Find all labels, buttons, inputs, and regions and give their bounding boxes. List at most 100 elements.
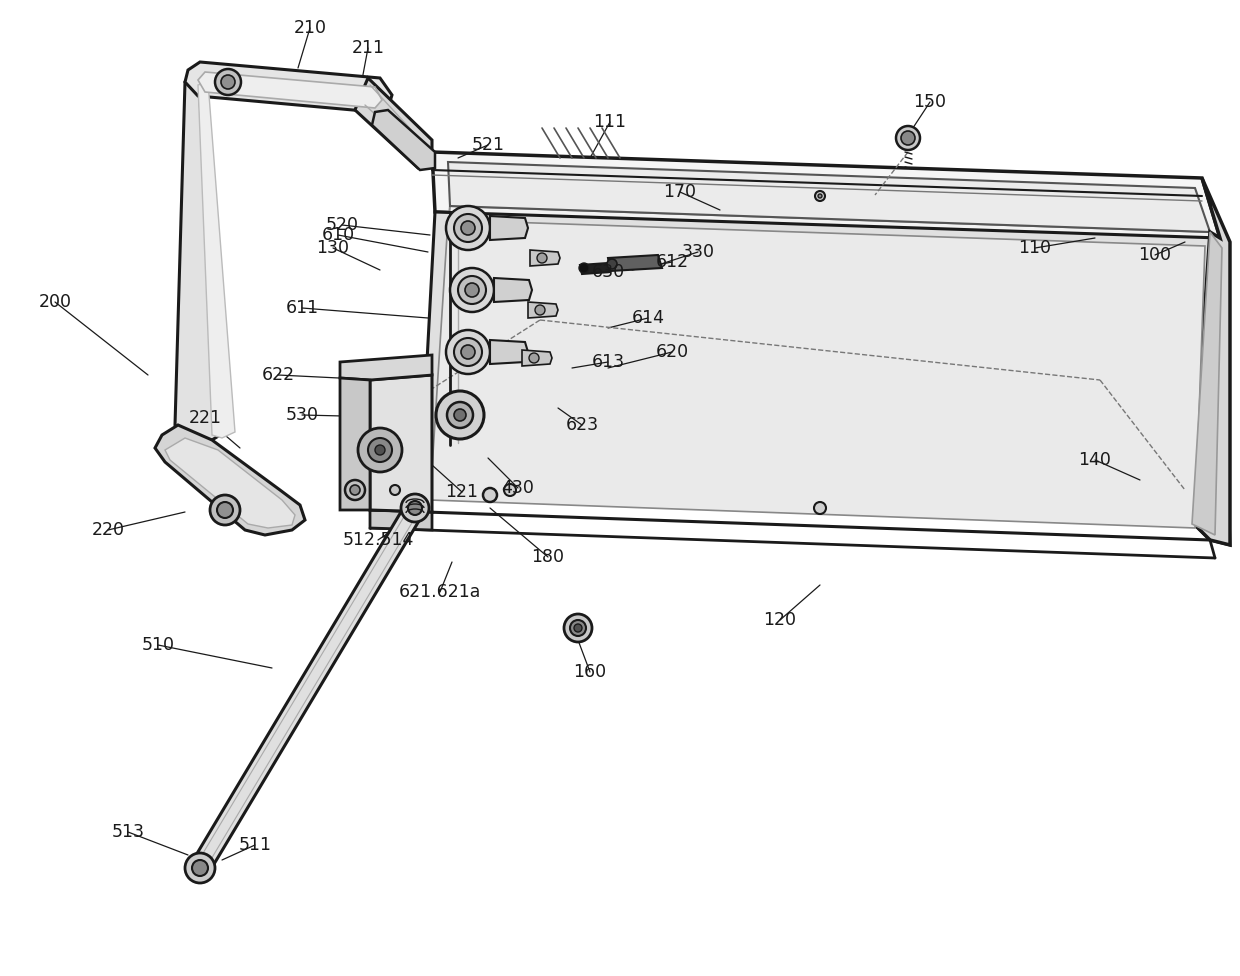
Circle shape [358, 428, 402, 472]
Circle shape [564, 614, 591, 642]
Polygon shape [370, 375, 432, 512]
Circle shape [534, 305, 546, 315]
Polygon shape [432, 152, 1220, 238]
Text: 170: 170 [663, 183, 697, 201]
Polygon shape [155, 425, 305, 535]
Circle shape [350, 485, 360, 495]
Text: 211: 211 [351, 39, 384, 57]
Circle shape [391, 485, 401, 495]
Polygon shape [522, 350, 552, 366]
Text: 140: 140 [1079, 451, 1111, 469]
Polygon shape [430, 220, 1205, 528]
Polygon shape [608, 255, 662, 271]
Text: 620: 620 [656, 343, 688, 361]
Circle shape [608, 259, 618, 269]
Text: 160: 160 [573, 663, 606, 681]
Circle shape [436, 391, 484, 439]
Circle shape [454, 214, 482, 242]
Text: 621.621a: 621.621a [399, 583, 481, 601]
Text: 623: 623 [565, 416, 599, 434]
Text: 611: 611 [285, 299, 319, 317]
Circle shape [374, 445, 384, 455]
Circle shape [217, 502, 233, 518]
Circle shape [897, 126, 920, 150]
Circle shape [446, 402, 472, 428]
Circle shape [570, 620, 587, 636]
Polygon shape [1190, 178, 1230, 545]
Text: 330: 330 [682, 243, 714, 261]
Text: 150: 150 [914, 93, 946, 111]
Text: 100: 100 [1138, 246, 1172, 264]
Text: 610: 610 [321, 226, 355, 244]
Polygon shape [490, 340, 528, 364]
Circle shape [446, 206, 490, 250]
Circle shape [818, 194, 822, 198]
Polygon shape [580, 263, 610, 274]
Circle shape [529, 353, 539, 363]
Text: 520: 520 [325, 216, 358, 234]
Circle shape [484, 488, 497, 502]
Text: 511: 511 [238, 836, 272, 854]
Polygon shape [420, 206, 1210, 520]
Circle shape [401, 494, 429, 522]
Polygon shape [494, 278, 532, 302]
Text: 220: 220 [92, 521, 124, 539]
Text: 530: 530 [285, 406, 319, 424]
Text: 180: 180 [532, 548, 564, 566]
Text: 612: 612 [656, 253, 688, 271]
Polygon shape [165, 438, 295, 528]
Circle shape [454, 338, 482, 366]
Polygon shape [372, 110, 435, 170]
Text: 622: 622 [262, 366, 295, 384]
Text: 130: 130 [316, 239, 350, 257]
Circle shape [368, 438, 392, 462]
Text: 430: 430 [501, 479, 534, 497]
Circle shape [579, 263, 589, 273]
Circle shape [813, 502, 826, 514]
Polygon shape [370, 492, 432, 512]
Circle shape [408, 501, 422, 515]
Circle shape [458, 276, 486, 304]
Text: 210: 210 [294, 19, 326, 37]
Circle shape [574, 624, 582, 632]
Circle shape [185, 853, 215, 883]
Text: 200: 200 [38, 293, 72, 311]
Polygon shape [191, 503, 424, 874]
Circle shape [465, 283, 479, 297]
Circle shape [454, 409, 466, 421]
Circle shape [210, 495, 241, 525]
Text: 614: 614 [631, 309, 665, 327]
Circle shape [192, 860, 208, 876]
Text: 221: 221 [188, 409, 222, 427]
Text: 111: 111 [594, 113, 626, 131]
Text: 510: 510 [141, 636, 175, 654]
Circle shape [221, 75, 236, 89]
Polygon shape [175, 75, 224, 440]
Polygon shape [528, 302, 558, 318]
Text: 120: 120 [764, 611, 796, 629]
Polygon shape [355, 78, 432, 168]
Circle shape [450, 268, 494, 312]
Text: 121: 121 [445, 483, 479, 501]
Polygon shape [529, 250, 560, 266]
Text: 110: 110 [1018, 239, 1052, 257]
Text: 613: 613 [591, 353, 625, 371]
Polygon shape [198, 82, 236, 438]
Circle shape [815, 191, 825, 201]
Polygon shape [448, 162, 1210, 232]
Circle shape [901, 131, 915, 145]
Polygon shape [198, 72, 382, 108]
Polygon shape [370, 510, 432, 530]
Circle shape [446, 330, 490, 374]
Polygon shape [490, 216, 528, 240]
Polygon shape [340, 355, 432, 380]
Circle shape [215, 69, 241, 95]
Polygon shape [420, 212, 1230, 545]
Circle shape [537, 253, 547, 263]
Polygon shape [185, 62, 392, 112]
Circle shape [345, 480, 365, 500]
Text: 513: 513 [112, 823, 145, 841]
Circle shape [461, 221, 475, 235]
Circle shape [503, 484, 516, 496]
Text: 630: 630 [591, 263, 625, 281]
